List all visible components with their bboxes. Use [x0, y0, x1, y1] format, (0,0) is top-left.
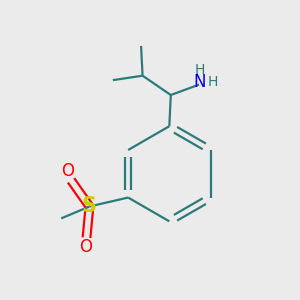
Text: H: H — [208, 75, 218, 88]
Text: O: O — [79, 238, 92, 256]
Text: O: O — [61, 162, 74, 180]
Text: H: H — [194, 63, 205, 77]
Text: S: S — [82, 196, 97, 217]
Text: N: N — [194, 73, 206, 91]
